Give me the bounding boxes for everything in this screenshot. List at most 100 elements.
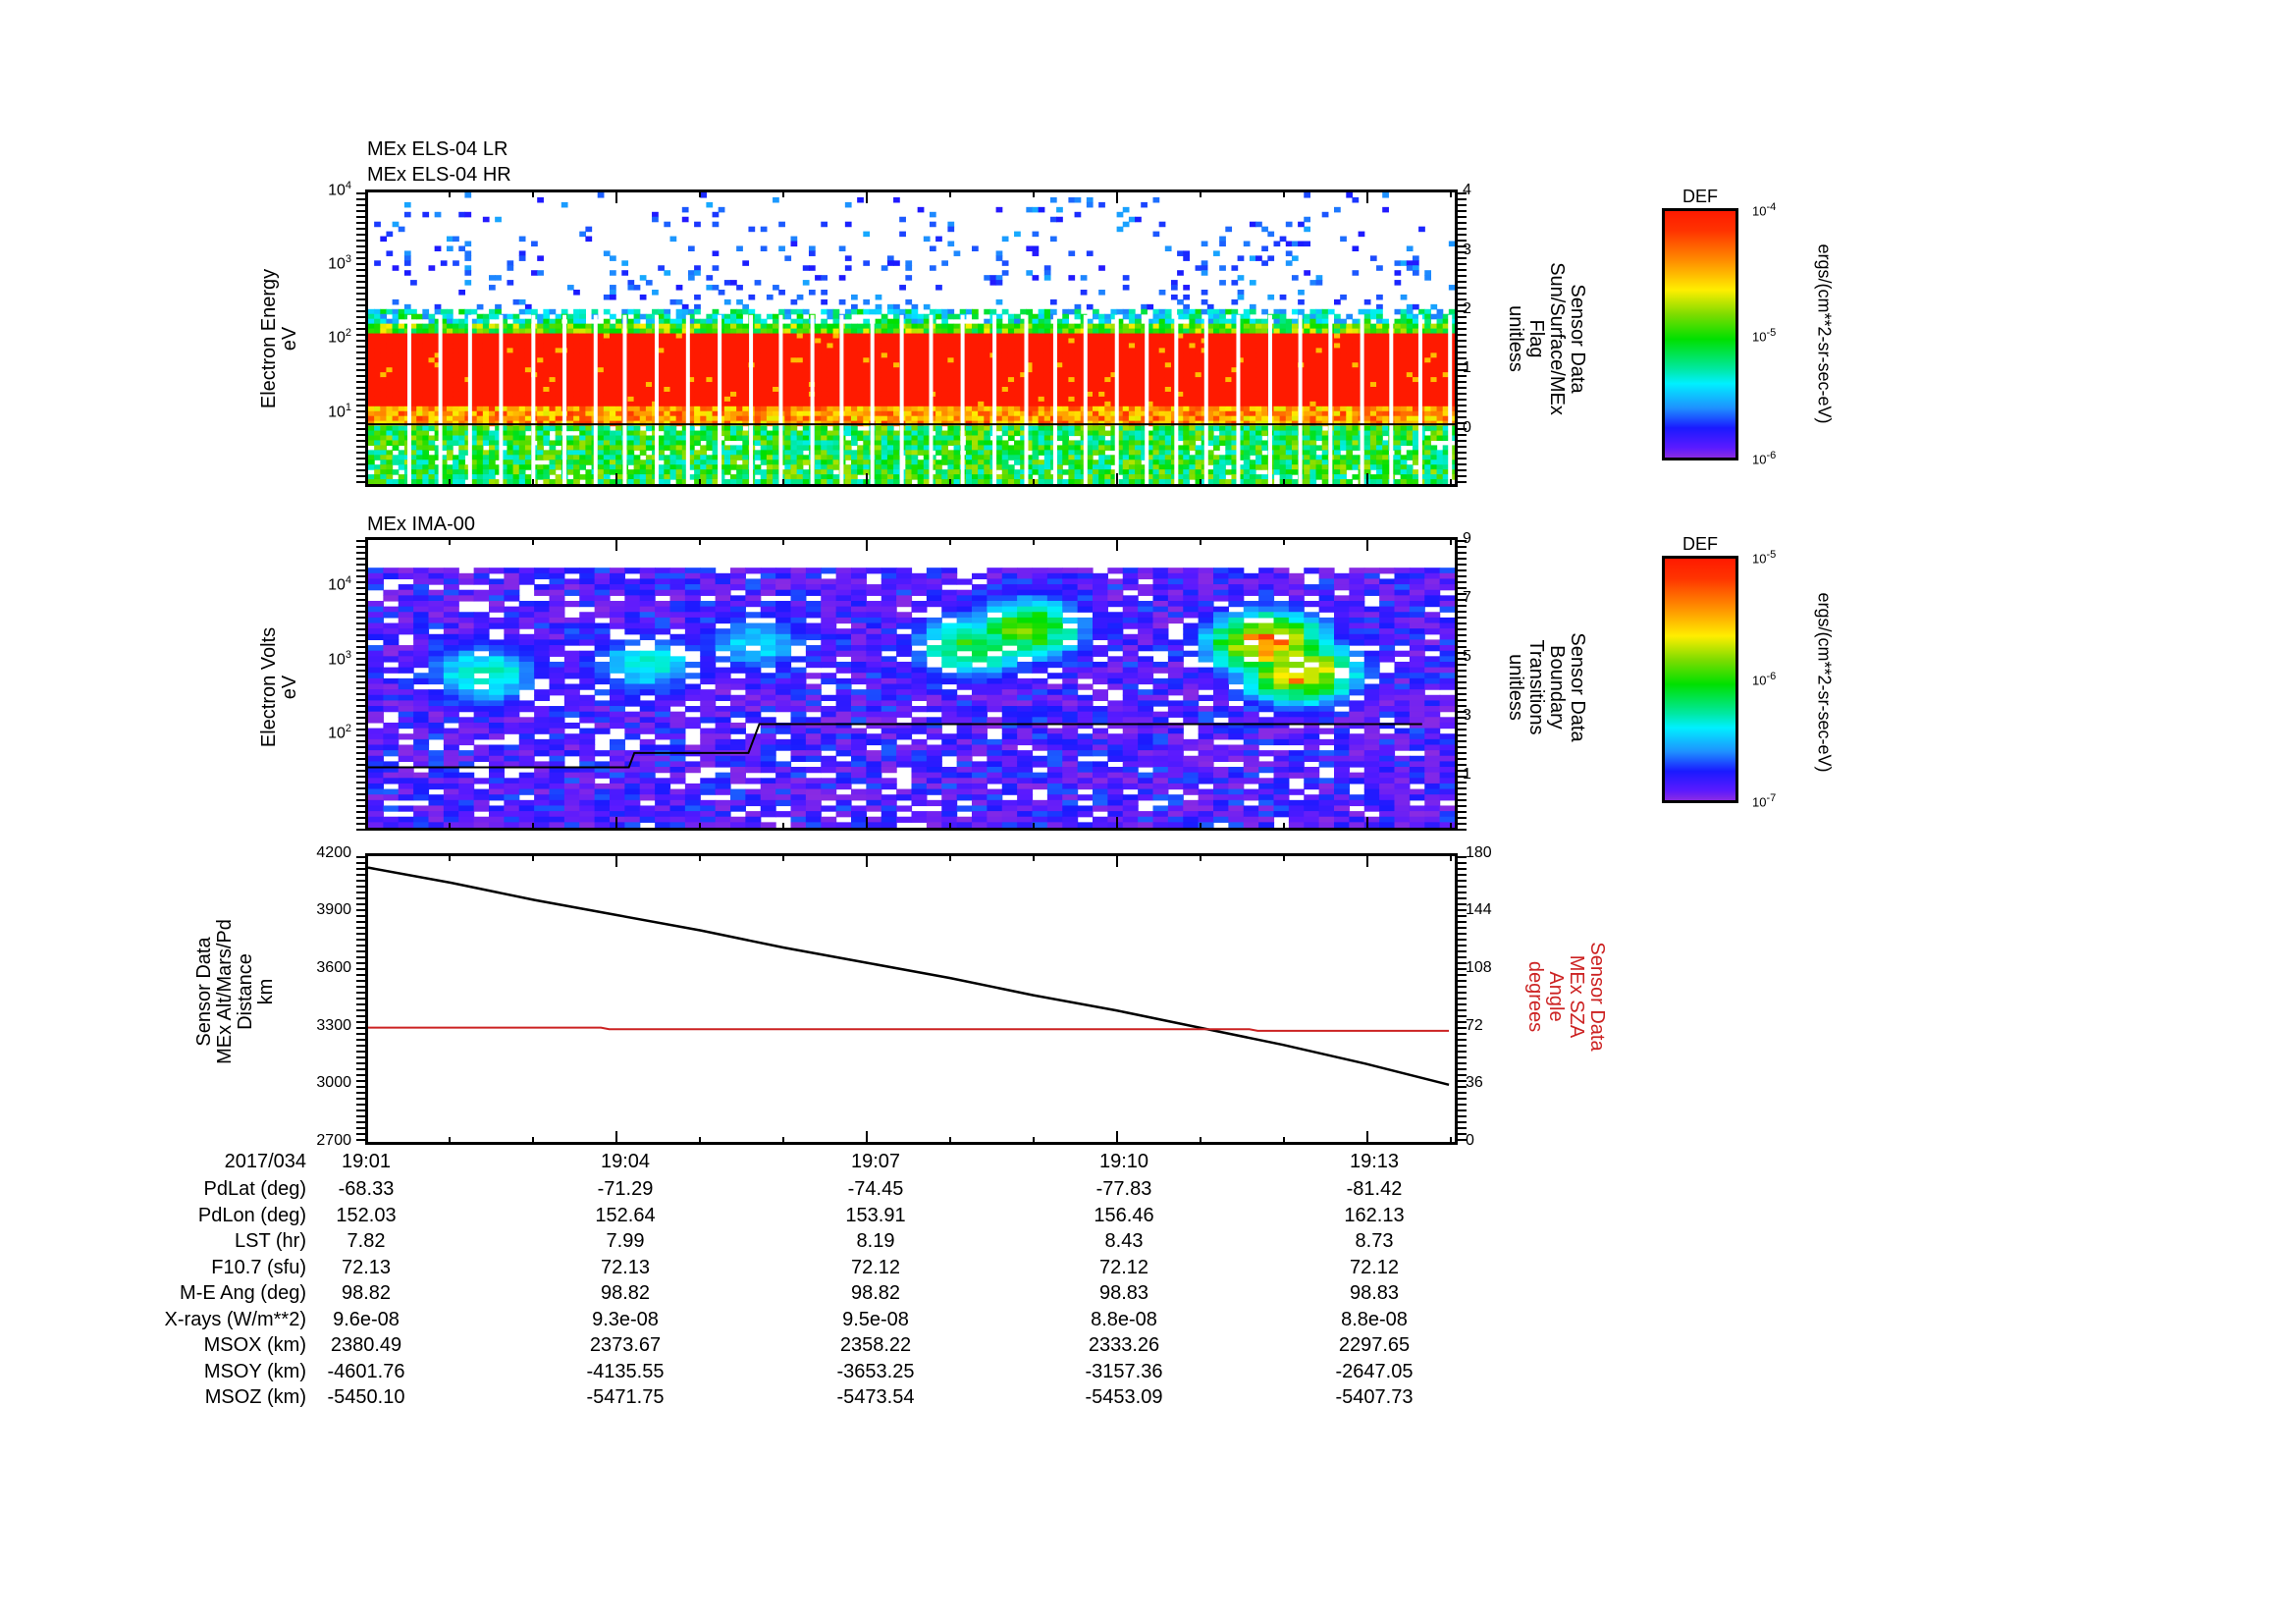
- ephem-cell: 72.12: [1098, 1256, 1149, 1278]
- ima-y2tick-9: 9: [1463, 530, 1471, 547]
- ephem-cell: -3653.25: [836, 1360, 915, 1382]
- sza-ytick-144: 144: [1466, 901, 1492, 918]
- ephem-cell: 8.43: [1104, 1230, 1144, 1252]
- ephem-cell: 98.83: [1349, 1282, 1400, 1304]
- ima-ytick-1e3: 103: [328, 649, 351, 669]
- ephem-cell: 98.82: [600, 1282, 651, 1304]
- els-ytick-1e3: 103: [328, 253, 351, 273]
- sza-ytick-72: 72: [1466, 1017, 1483, 1034]
- ephem-cell: -5450.10: [327, 1386, 405, 1408]
- ephem-cell: 72.12: [850, 1256, 901, 1278]
- els-y2tick-4: 4: [1463, 182, 1471, 198]
- ephem-cell: 162.13: [1344, 1204, 1405, 1226]
- sza-ytick-108: 108: [1466, 959, 1492, 976]
- ephem-cell: 153.91: [845, 1204, 906, 1226]
- els-colorbar-mid: 10-5: [1752, 327, 1777, 345]
- els-colorbar-bottom: 10-6: [1752, 450, 1777, 467]
- ima-y2tick-1: 1: [1463, 766, 1471, 783]
- els-ytick-1e2: 102: [328, 327, 351, 347]
- ima-colorbar-top: 10-5: [1752, 549, 1777, 567]
- ephem-time-0: 19:01: [341, 1151, 392, 1172]
- ephem-cell: 8.19: [856, 1230, 895, 1252]
- sza-ylabel-right: Sensor Data MEx SZA Angle degrees: [1524, 942, 1608, 1052]
- alt-ytick-3600: 3600: [316, 959, 351, 976]
- els-y2tick-0: 0: [1463, 419, 1471, 436]
- els-title-lr: MEx ELS-04 LR: [367, 138, 508, 160]
- ephem-cell: 98.83: [1098, 1282, 1149, 1304]
- alt-ylabel-left: Sensor Data MEx Alt/Mars/Pd Distance km: [193, 919, 277, 1064]
- ephem-cell: 9.6e-08: [333, 1308, 400, 1330]
- ephem-row-label: PdLat (deg): [203, 1178, 306, 1200]
- ephem-cell: 72.12: [1349, 1256, 1400, 1278]
- ephem-date: 2017/034: [224, 1151, 306, 1172]
- ephem-cell: 2373.67: [589, 1334, 662, 1356]
- ephem-time-2: 19:07: [850, 1151, 901, 1172]
- alt-ytick-3900: 3900: [316, 901, 351, 918]
- ima-y2tick-7: 7: [1463, 589, 1471, 606]
- els-y2tick-2: 2: [1463, 300, 1471, 317]
- ephem-cell: -2647.05: [1335, 1360, 1414, 1382]
- ephem-cell: 98.82: [341, 1282, 392, 1304]
- ephem-cell: -81.42: [1346, 1178, 1403, 1200]
- ima-colorbar: [1662, 556, 1738, 803]
- ima-colorbar-units: ergs/(cm**2-sr-sec-eV): [1814, 592, 1835, 773]
- ephem-cell: 2297.65: [1338, 1334, 1411, 1356]
- ima-colorbar-mid: 10-6: [1752, 671, 1777, 688]
- ima-colorbar-title: DEF: [1682, 534, 1718, 554]
- els-ylabel-left: Electron Energy eV: [258, 268, 300, 409]
- sza-ytick-36: 36: [1466, 1074, 1483, 1091]
- ephem-cell: 8.8e-08: [1091, 1308, 1157, 1330]
- ephem-time-1: 19:04: [600, 1151, 651, 1172]
- ima-y2tick-5: 5: [1463, 648, 1471, 665]
- ima-ylabel-right: Sensor Data Boundary Transitions unitless: [1505, 632, 1588, 742]
- els-ytick-1e1: 101: [328, 402, 351, 421]
- ephem-row-label: PdLon (deg): [197, 1204, 306, 1226]
- ephem-cell: 156.46: [1094, 1204, 1154, 1226]
- sza-ytick-180: 180: [1466, 844, 1492, 861]
- ima-title: MEx IMA-00: [367, 514, 476, 535]
- ephem-cell: 7.99: [606, 1230, 645, 1252]
- ephem-row-label: F10.7 (sfu): [211, 1256, 306, 1278]
- els-y2tick-1: 1: [1463, 359, 1471, 376]
- els-colorbar-top: 10-4: [1752, 201, 1777, 219]
- ephem-row-label: M-E Ang (deg): [180, 1282, 306, 1304]
- ephem-row-label: MSOY (km): [203, 1360, 306, 1382]
- els-colorbar: [1662, 208, 1738, 460]
- sza-ytick-0: 0: [1466, 1132, 1474, 1149]
- ephem-cell: 9.5e-08: [842, 1308, 909, 1330]
- ephem-cell: -77.83: [1095, 1178, 1152, 1200]
- ephem-row-label: MSOX (km): [203, 1334, 306, 1356]
- ephem-cell: -5407.73: [1335, 1386, 1414, 1408]
- ephem-cell: -5453.09: [1085, 1386, 1163, 1408]
- ephem-cell: 9.3e-08: [592, 1308, 659, 1330]
- ephem-cell: 2380.49: [330, 1334, 402, 1356]
- ephem-cell: -5471.75: [586, 1386, 665, 1408]
- ephem-cell: 72.13: [600, 1256, 651, 1278]
- ephem-cell: -71.29: [597, 1178, 654, 1200]
- ephem-cell: 72.13: [341, 1256, 392, 1278]
- ephem-cell: -3157.36: [1085, 1360, 1163, 1382]
- ephem-cell: -5473.54: [836, 1386, 915, 1408]
- ephem-cell: 152.64: [595, 1204, 656, 1226]
- ima-spectrogram: [365, 537, 1458, 831]
- els-ylabel-right: Sensor Data Sun/Surface/MEx Flag unitless: [1505, 262, 1588, 415]
- els-colorbar-title: DEF: [1682, 187, 1718, 206]
- els-ytick-1e4: 104: [328, 180, 351, 199]
- els-spectrogram: [365, 189, 1458, 487]
- ephem-time-4: 19:13: [1349, 1151, 1400, 1172]
- ephem-row-label: MSOZ (km): [204, 1386, 306, 1408]
- ephem-cell: 152.03: [336, 1204, 397, 1226]
- ephem-time-3: 19:10: [1098, 1151, 1149, 1172]
- alt-ytick-4200: 4200: [316, 844, 351, 861]
- ephem-cell: 2333.26: [1088, 1334, 1160, 1356]
- ephem-cell: 2358.22: [839, 1334, 912, 1356]
- ephem-cell: -4601.76: [327, 1360, 405, 1382]
- ima-colorbar-bottom: 10-7: [1752, 792, 1777, 810]
- ephem-cell: -68.33: [338, 1178, 395, 1200]
- alt-ytick-3300: 3300: [316, 1017, 351, 1034]
- ephem-row-label: X-rays (W/m**2): [164, 1308, 306, 1330]
- ima-ytick-1e4: 104: [328, 574, 351, 594]
- ephem-row-label: LST (hr): [235, 1230, 306, 1252]
- alt-ytick-3000: 3000: [316, 1074, 351, 1091]
- ephem-cell: 8.73: [1355, 1230, 1394, 1252]
